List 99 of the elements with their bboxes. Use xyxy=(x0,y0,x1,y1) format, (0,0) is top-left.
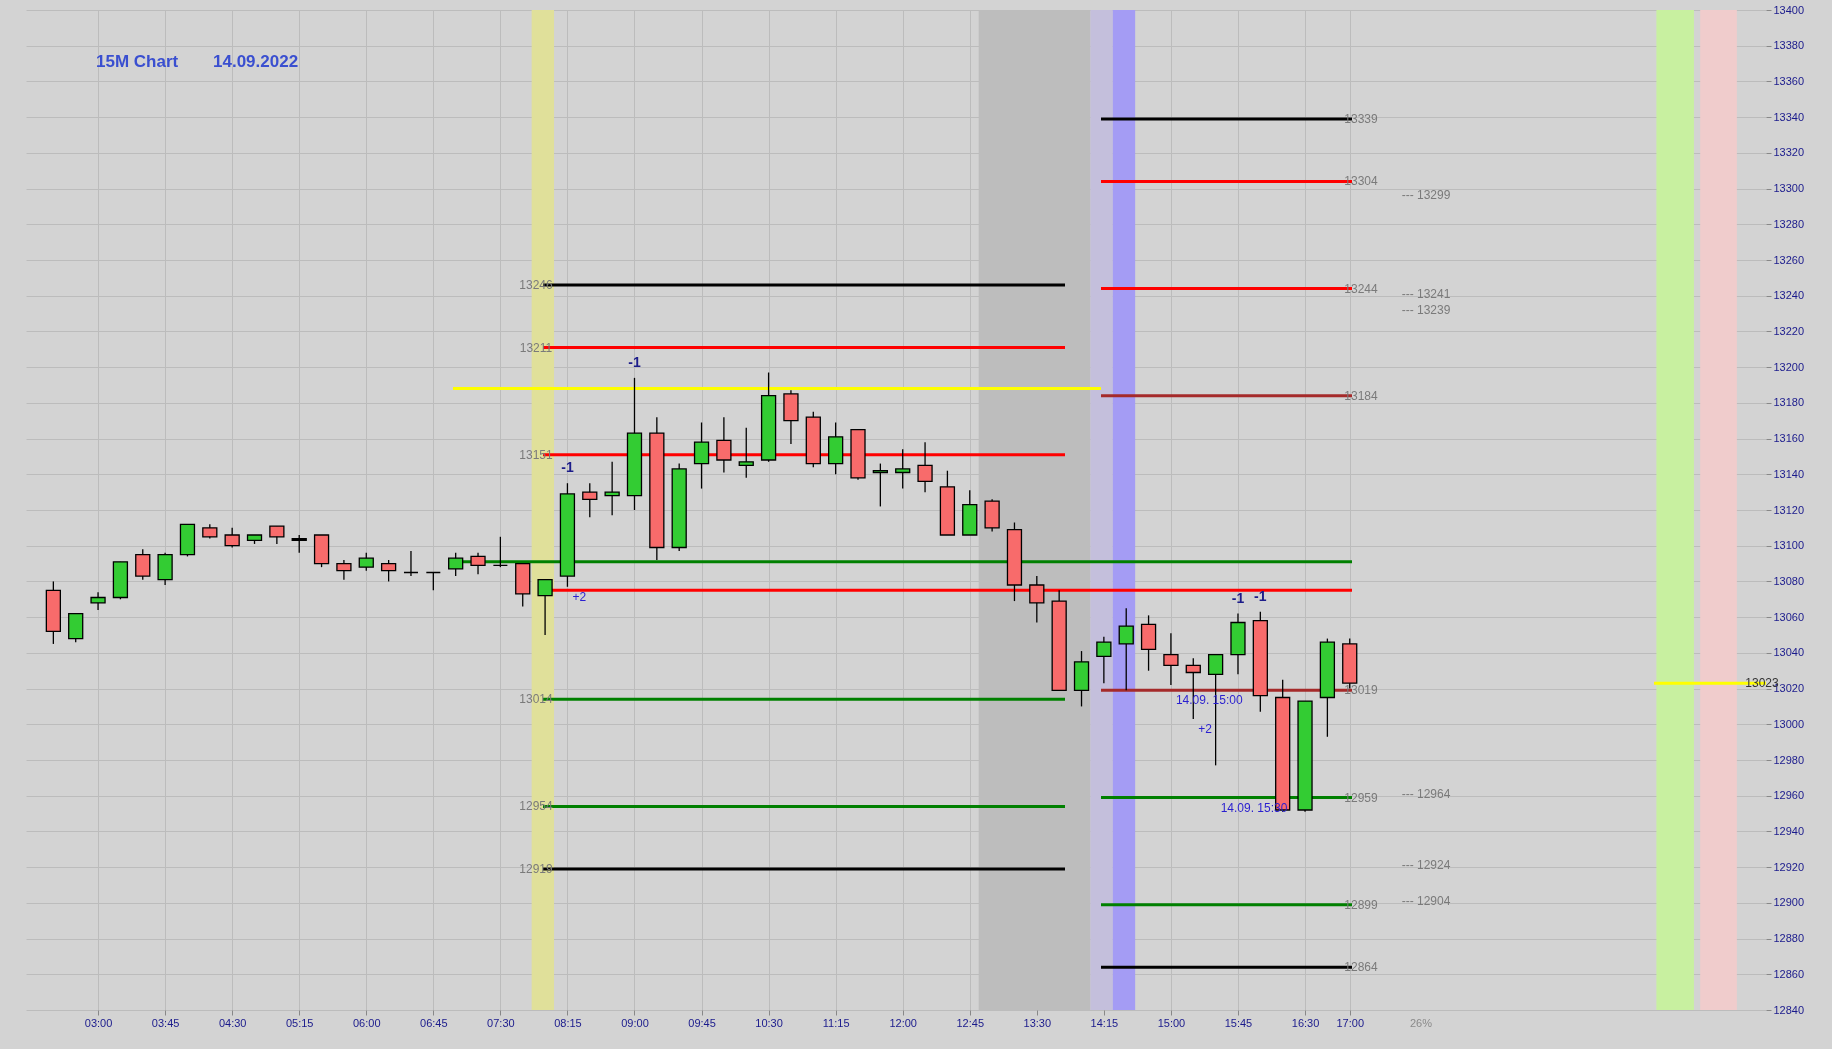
text: 26% xyxy=(1409,1017,1433,1029)
y-tick-label: 13140 xyxy=(1773,467,1805,480)
annotation: -1 xyxy=(628,353,641,370)
ref-line-label: 12919 xyxy=(519,861,554,876)
x-tick-label: 03:45 xyxy=(151,1016,180,1029)
candlestick xyxy=(537,578,553,636)
candlestick xyxy=(872,462,888,508)
y-tick-label: 13040 xyxy=(1773,646,1805,659)
y-tick-label: 12900 xyxy=(1773,896,1805,909)
candlestick xyxy=(336,559,352,581)
y-tick-label: 13200 xyxy=(1773,360,1805,373)
ref-line-label: 13184 xyxy=(1344,388,1379,403)
annotation: +2 xyxy=(572,589,587,604)
candlestick xyxy=(716,416,732,474)
y-tick-label: 13060 xyxy=(1773,610,1805,623)
ref-line-label: 13339 xyxy=(1344,111,1379,126)
annotation: --- 12924 xyxy=(1401,858,1451,872)
candlestick xyxy=(380,559,397,583)
y-tick-label: 13180 xyxy=(1773,396,1805,409)
x-tick-label: 03:00 xyxy=(84,1016,113,1029)
x-tick-label: 09:00 xyxy=(621,1016,649,1029)
y-tick-label: 13320 xyxy=(1773,146,1805,159)
candlestick xyxy=(895,448,911,490)
y-tick-label: 13240 xyxy=(1773,289,1805,302)
ref-line-label: 12954 xyxy=(519,799,554,814)
candlestick xyxy=(1118,607,1134,692)
y-tick-label: 13340 xyxy=(1773,110,1805,123)
y-tick-label: 13120 xyxy=(1773,503,1805,516)
y-tick-label: 12980 xyxy=(1773,753,1805,766)
x-tick-label: 15:00 xyxy=(1157,1016,1186,1029)
y-tick-label: 12880 xyxy=(1773,932,1805,945)
x-tick-label: 17:00 xyxy=(1336,1016,1364,1029)
x-tick-label: 04:30 xyxy=(218,1016,247,1029)
candlestick xyxy=(448,552,464,577)
y-tick-label: 12940 xyxy=(1773,824,1805,837)
ref-line-label: 13019 xyxy=(1344,683,1379,698)
ref-line-label: 13244 xyxy=(1344,281,1379,296)
ref-line-label: 13151 xyxy=(519,447,554,462)
x-tick-label: 15:45 xyxy=(1224,1016,1253,1029)
annotation: -1 xyxy=(1231,589,1245,606)
annotation: --- 13299 xyxy=(1401,188,1451,202)
candlestick xyxy=(135,548,151,581)
annotation: --- 13241 xyxy=(1401,287,1451,301)
candlestick xyxy=(224,527,240,549)
x-tick-label: 12:00 xyxy=(889,1016,917,1029)
x-tick-label: 14:15 xyxy=(1090,1016,1119,1029)
ref-line-label: 12959 xyxy=(1344,790,1379,805)
x-tick-label: 05:15 xyxy=(285,1016,314,1029)
y-tick-label: 13100 xyxy=(1773,539,1805,552)
annotation: --- 12904 xyxy=(1401,894,1451,908)
candlestick xyxy=(90,591,106,611)
x-tick-label: 07:30 xyxy=(487,1016,515,1029)
annotation: --- 13239 xyxy=(1401,303,1451,317)
ref-line-label: 13246 xyxy=(519,278,554,292)
x-tick-label: 13:30 xyxy=(1023,1016,1052,1029)
text: 15M Chart xyxy=(96,52,179,71)
annotation: --- 12964 xyxy=(1401,787,1451,801)
x-tick-label: 09:45 xyxy=(688,1016,716,1029)
candlestick xyxy=(1163,632,1179,686)
y-tick-label: 13160 xyxy=(1773,432,1805,445)
y-tick-label: 12920 xyxy=(1773,860,1805,873)
y-tick-label: 13260 xyxy=(1773,253,1805,266)
y-tick-label: 12840 xyxy=(1773,1003,1805,1016)
y-tick-label: 13000 xyxy=(1773,717,1805,730)
candlestick xyxy=(917,441,933,493)
ref-line-label: 12864 xyxy=(1344,960,1379,975)
annotation: +2 xyxy=(1198,721,1213,736)
candlestick xyxy=(604,461,620,517)
y-tick-label: 13360 xyxy=(1773,74,1805,87)
ref-line-label: 13304 xyxy=(1344,174,1379,189)
y-tick-label: 13300 xyxy=(1773,182,1805,195)
y-tick-label: 12960 xyxy=(1773,789,1805,802)
candlestick xyxy=(403,550,419,577)
y-tick-label: 13380 xyxy=(1773,39,1805,52)
ref-line-label: 13014 xyxy=(519,692,554,707)
y-tick-label: 13080 xyxy=(1773,574,1805,587)
ref-line-label: 12899 xyxy=(1344,897,1379,912)
candlestick xyxy=(693,421,710,490)
candlestick xyxy=(470,552,486,575)
x-tick-label: 16:30 xyxy=(1291,1016,1320,1029)
candlestick xyxy=(492,536,509,568)
annotation: -1 xyxy=(1254,587,1267,604)
x-tick-label: 06:45 xyxy=(420,1016,448,1029)
y-tick-label: 13400 xyxy=(1773,3,1805,16)
x-tick-label: 11:15 xyxy=(822,1016,850,1029)
x-tick-label: 10:30 xyxy=(755,1016,783,1029)
x-tick-label: 06:00 xyxy=(353,1016,381,1029)
candlestick xyxy=(1029,575,1045,624)
candlestick xyxy=(582,482,598,518)
ref-line-label: 13211 xyxy=(519,340,553,355)
y-tick-label: 13280 xyxy=(1773,217,1805,230)
annotation: -1 xyxy=(561,459,574,476)
y-tick-label: 12860 xyxy=(1773,967,1805,980)
x-tick-label: 08:15 xyxy=(554,1016,582,1029)
candlestick xyxy=(1096,636,1112,684)
text: 14.09.2022 xyxy=(213,52,299,71)
x-tick-label: 12:45 xyxy=(956,1016,985,1029)
candlestick xyxy=(738,427,754,479)
y-tick-label: 13220 xyxy=(1773,324,1805,337)
